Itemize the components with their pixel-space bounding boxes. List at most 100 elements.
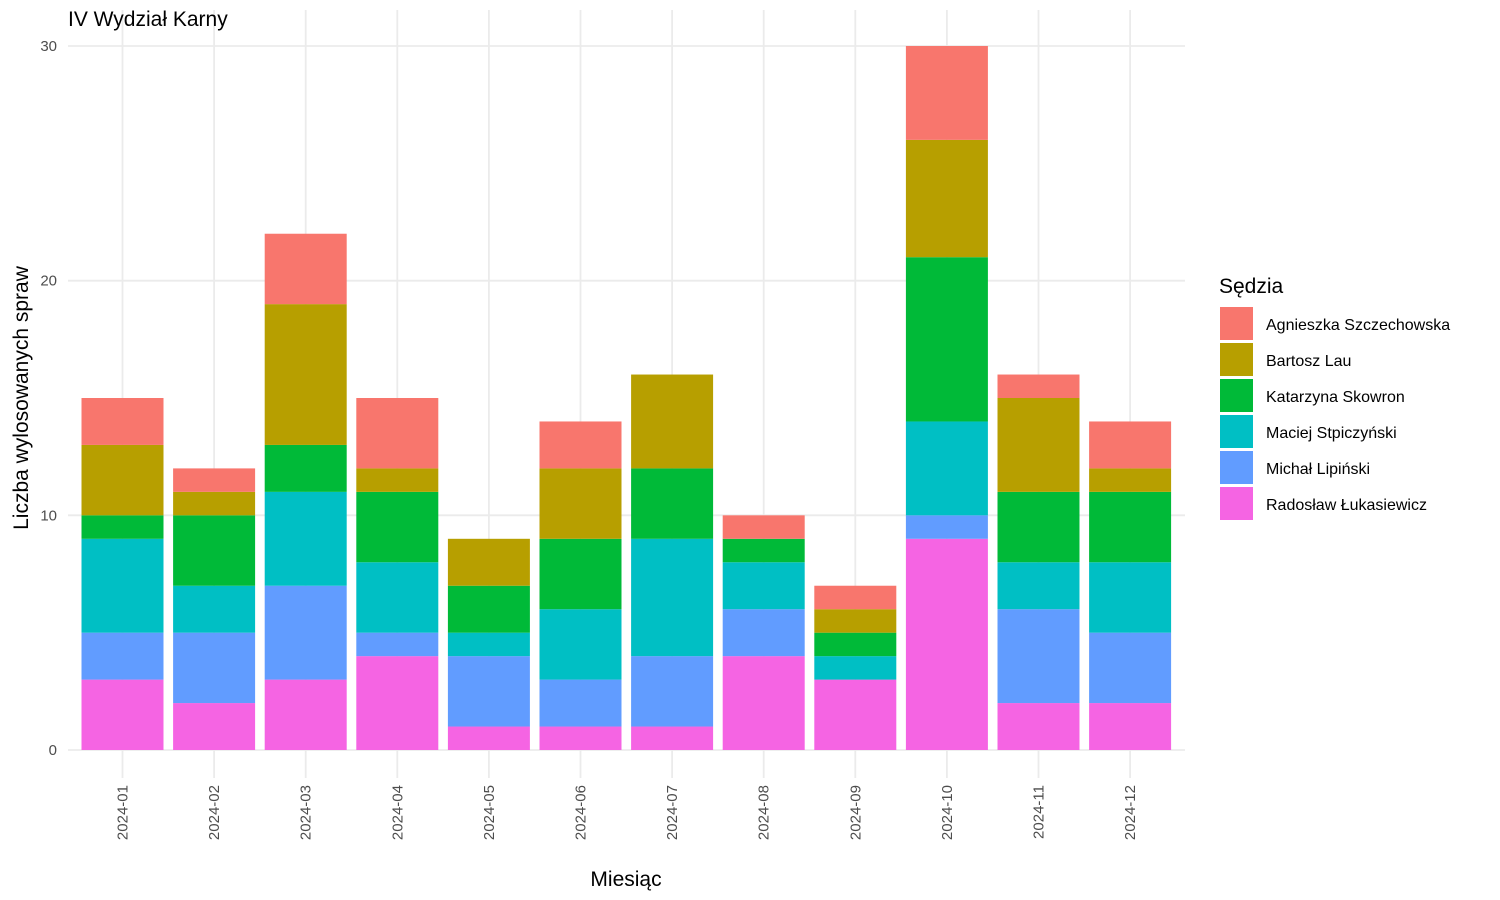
bar-segment: Radosław Łukasiewicz: 4 bbox=[722, 656, 805, 750]
bar-segment: Agnieszka Szczechowska: 1 bbox=[997, 374, 1080, 398]
bar-segment: Katarzyna Skowron: 3 bbox=[356, 491, 439, 563]
bar-segment: Bartosz Lau: 3 bbox=[539, 468, 622, 539]
y-tick-label: 20 bbox=[40, 273, 57, 290]
bar-segment: Bartosz Lau: 4 bbox=[997, 398, 1080, 492]
bar-segment: Katarzyna Skowron: 1 bbox=[81, 515, 164, 539]
x-tick-label: 2024-01 bbox=[115, 785, 132, 840]
bar-segment: Radosław Łukasiewicz: 3 bbox=[264, 679, 347, 750]
bar-segment: Radosław Łukasiewicz: 1 bbox=[631, 726, 714, 750]
bar-segment: Maciej Stpiczyński: 3 bbox=[1089, 562, 1172, 633]
bar-segment: Michał Lipiński: 3 bbox=[631, 656, 714, 727]
bars-layer: Radosław Łukasiewicz: 3Michał Lipiński: … bbox=[81, 46, 1172, 750]
bar-segment: Radosław Łukasiewicz: 1 bbox=[539, 726, 622, 750]
bar-segment: Radosław Łukasiewicz: 3 bbox=[81, 679, 164, 750]
bar-segment: Bartosz Lau: 1 bbox=[173, 491, 256, 516]
bar-segment: Agnieszka Szczechowska: 4 bbox=[905, 46, 988, 140]
x-tick-label: 2024-09 bbox=[847, 785, 864, 840]
legend-item: Agnieszka Szczechowska bbox=[1220, 307, 1450, 340]
legend-swatch bbox=[1220, 307, 1253, 340]
x-tick-label: 2024-02 bbox=[206, 785, 223, 840]
x-tick-label: 2024-11 bbox=[1031, 785, 1048, 839]
bar-segment: Michał Lipiński: 3 bbox=[447, 656, 530, 727]
x-tick-label: 2024-07 bbox=[664, 785, 681, 840]
legend: Sędzia Agnieszka Szczechowska Bartosz Lau… bbox=[1219, 275, 1450, 520]
bar-segment: Katarzyna Skowron: 2 bbox=[447, 585, 530, 633]
legend-item: Radosław Łukasiewicz bbox=[1220, 487, 1427, 520]
legend-label: Agnieszka Szczechowska bbox=[1266, 317, 1450, 334]
bar-segment: Michał Lipiński: 2 bbox=[81, 632, 164, 680]
bar-segment: Maciej Stpiczyński: 4 bbox=[905, 421, 988, 516]
bar-segment: Maciej Stpiczyński: 5 bbox=[631, 538, 714, 657]
bar-segment: Bartosz Lau: 1 bbox=[356, 468, 439, 492]
bar-segment: Agnieszka Szczechowska: 1 bbox=[814, 585, 897, 610]
legend-label: Radosław Łukasiewicz bbox=[1266, 497, 1427, 514]
bar-segment: Michał Lipiński: 3 bbox=[173, 632, 256, 704]
x-tick-label: 2024-10 bbox=[939, 785, 956, 840]
bar-segment: Maciej Stpiczyński: 4 bbox=[81, 538, 164, 633]
legend-title: Sędzia bbox=[1219, 275, 1284, 298]
bar-segment: Katarzyna Skowron: 1 bbox=[722, 538, 805, 563]
x-tick-label: 2024-05 bbox=[481, 785, 498, 840]
x-axis-title: Miesiąc bbox=[590, 868, 661, 891]
legend-swatch bbox=[1220, 415, 1253, 448]
bar-segment: Radosław Łukasiewicz: 2 bbox=[173, 703, 256, 750]
bar-segment: Radosław Łukasiewicz: 4 bbox=[356, 656, 439, 750]
y-tick-label: 10 bbox=[40, 507, 57, 524]
bar-segment: Radosław Łukasiewicz: 2 bbox=[997, 703, 1080, 750]
bar-segment: Michał Lipiński: 3 bbox=[1089, 632, 1172, 704]
bar-segment: Bartosz Lau: 2 bbox=[447, 538, 530, 586]
bar-segment: Agnieszka Szczechowska: 2 bbox=[1089, 421, 1172, 469]
bar-segment: Bartosz Lau: 6 bbox=[264, 304, 347, 445]
legend-swatch bbox=[1220, 451, 1253, 484]
legend-item: Michał Lipiński bbox=[1220, 451, 1370, 484]
bar-segment: Maciej Stpiczyński: 4 bbox=[264, 491, 347, 586]
chart-title: IV Wydział Karny bbox=[68, 8, 228, 31]
bar-segment: Maciej Stpiczyński: 3 bbox=[539, 609, 622, 680]
bar-segment: Katarzyna Skowron: 1 bbox=[814, 632, 897, 657]
x-tick-labels: 2024-01 2024-02 2024-03 2024-04 2024-05 2024-… bbox=[115, 785, 1140, 840]
x-tick-label: 2024-06 bbox=[573, 785, 590, 840]
bar-segment: Michał Lipiński: 2 bbox=[539, 679, 622, 727]
bar-segment: Bartosz Lau: 3 bbox=[81, 444, 164, 516]
bar-segment: Agnieszka Szczechowska: 1 bbox=[722, 515, 805, 539]
legend-label: Michał Lipiński bbox=[1266, 461, 1370, 478]
bar-segment: Agnieszka Szczechowska: 1 bbox=[173, 468, 256, 492]
legend-label: Katarzyna Skowron bbox=[1266, 389, 1405, 406]
legend-item: Maciej Stpiczyński bbox=[1220, 415, 1397, 448]
x-tick-label: 2024-04 bbox=[389, 785, 406, 840]
bar-segment: Maciej Stpiczyński: 2 bbox=[173, 585, 256, 633]
y-tick-labels: 0 10 20 30 bbox=[40, 38, 57, 759]
bar-segment: Katarzyna Skowron: 3 bbox=[631, 468, 714, 539]
y-tick-label: 0 bbox=[49, 742, 57, 759]
bar-segment: Maciej Stpiczyński: 3 bbox=[356, 562, 439, 633]
bar-segment: Bartosz Lau: 5 bbox=[905, 139, 988, 258]
x-tick-label: 2024-08 bbox=[756, 785, 773, 840]
x-tick-label: 2024-03 bbox=[298, 785, 315, 840]
bar-segment: Maciej Stpiczyński: 1 bbox=[814, 656, 897, 680]
bar-segment: Maciej Stpiczyński: 1 bbox=[447, 632, 530, 657]
legend-label: Bartosz Lau bbox=[1266, 353, 1351, 370]
bar-segment: Maciej Stpiczyński: 2 bbox=[997, 562, 1080, 610]
legend-label: Maciej Stpiczyński bbox=[1266, 425, 1397, 442]
bar-segment: Katarzyna Skowron: 3 bbox=[173, 515, 256, 586]
bar-segment: Katarzyna Skowron: 7 bbox=[905, 257, 988, 422]
bar-segment: Bartosz Lau: 4 bbox=[631, 374, 714, 469]
bar-segment: Michał Lipiński: 1 bbox=[905, 515, 988, 539]
legend-items: Agnieszka Szczechowska Bartosz Lau Katarzy… bbox=[1220, 307, 1450, 520]
bar-segment: Katarzyna Skowron: 2 bbox=[264, 444, 347, 492]
bar-segment: Radosław Łukasiewicz: 2 bbox=[1089, 703, 1172, 750]
bar-segment: Bartosz Lau: 1 bbox=[1089, 468, 1172, 492]
y-tick-label: 30 bbox=[40, 38, 57, 55]
bar-segment: Bartosz Lau: 1 bbox=[814, 609, 897, 633]
bar-segment: Radosław Łukasiewicz: 1 bbox=[447, 726, 530, 750]
bar-segment: Michał Lipiński: 2 bbox=[722, 609, 805, 657]
y-axis-title: Liczba wylosowanych spraw bbox=[10, 265, 33, 530]
bar-segment: Radosław Łukasiewicz: 3 bbox=[814, 679, 897, 750]
bar-segment: Katarzyna Skowron: 3 bbox=[1089, 491, 1172, 563]
legend-swatch bbox=[1220, 379, 1253, 412]
bar-segment: Agnieszka Szczechowska: 2 bbox=[81, 398, 164, 445]
bar-segment: Radosław Łukasiewicz: 9 bbox=[905, 538, 988, 750]
bar-segment: Michał Lipiński: 4 bbox=[997, 609, 1080, 704]
